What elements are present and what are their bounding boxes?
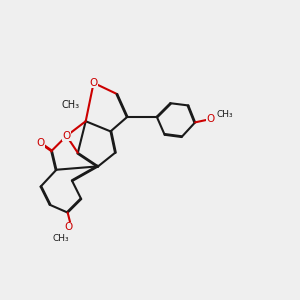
Text: O: O [65, 222, 73, 232]
Text: CH₃: CH₃ [52, 234, 69, 243]
Text: CH₃: CH₃ [62, 100, 80, 110]
Text: O: O [62, 131, 71, 141]
Text: O: O [37, 138, 45, 148]
Text: O: O [207, 114, 215, 124]
Text: CH₃: CH₃ [216, 110, 233, 119]
Text: O: O [89, 78, 98, 88]
